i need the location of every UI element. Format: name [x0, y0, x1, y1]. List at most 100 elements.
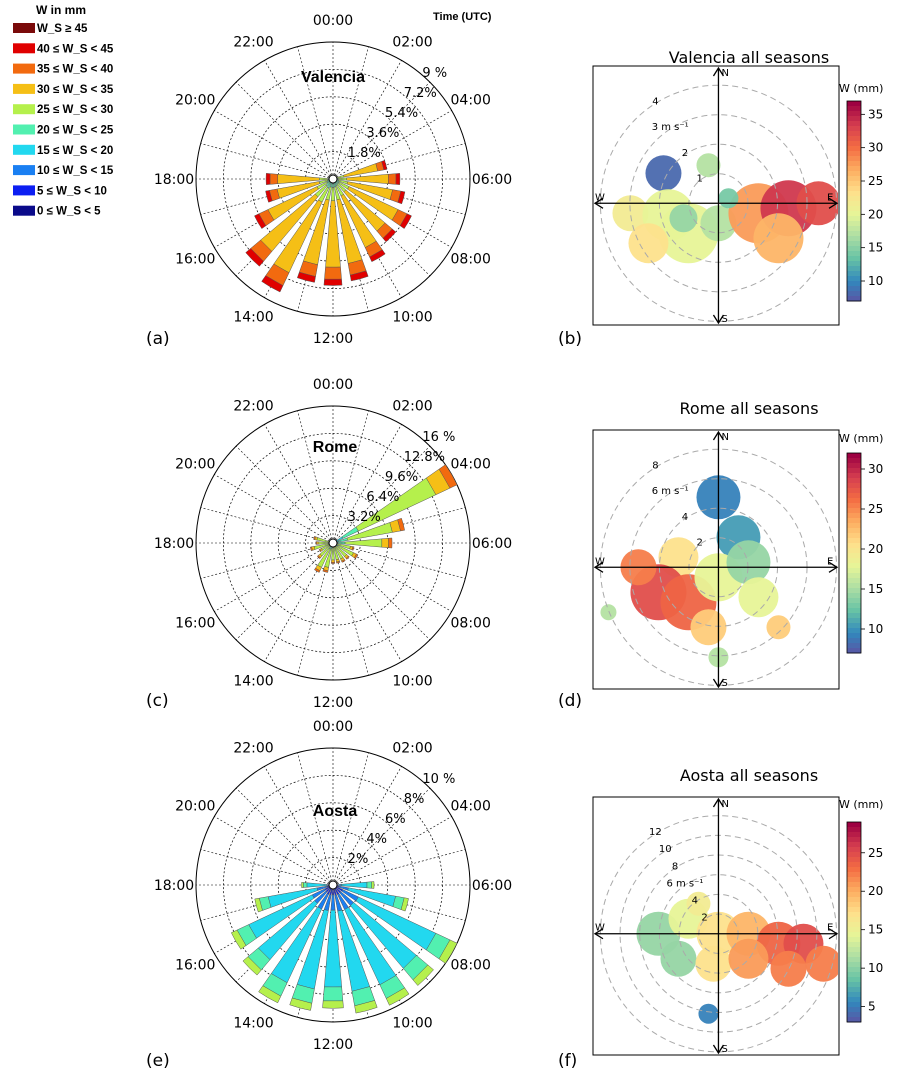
compass-west: W [595, 192, 605, 203]
legend-title: W in mm [36, 3, 86, 17]
colorbar-tick-label: 5 [868, 1000, 876, 1014]
colorbar-step [847, 1012, 861, 1018]
heatmap-cell [628, 223, 669, 264]
hour-label: 16:00 [175, 616, 215, 632]
colorbar-step [847, 608, 861, 614]
colorbar-step [847, 872, 861, 878]
rose-bar-segment [336, 560, 341, 564]
heatmap-cell [645, 155, 682, 192]
rose-bar-segment [346, 174, 389, 184]
center-marker [328, 174, 338, 184]
polar-heatmap: Valencia all seasons 1 2 3 m s⁻¹ 4 N E S W 10 15 20… [558, 48, 883, 349]
axis-arrow [712, 430, 725, 441]
heatmap-field [636, 891, 838, 1024]
colorbar-step [847, 453, 861, 459]
colorbar-step [847, 578, 861, 584]
angular-gridline [200, 542, 334, 579]
rose-title: Rome [313, 439, 358, 456]
colorbar-step [847, 972, 861, 978]
colorbar-tick-label: 10 [868, 961, 883, 975]
hour-label: 00:00 [313, 377, 353, 393]
compass-east: E [827, 923, 833, 934]
axis-arrow [828, 561, 839, 573]
colorbar-step [847, 236, 861, 242]
colorbar-step [847, 528, 861, 534]
angular-gridline [332, 542, 466, 579]
angular-gridline [332, 424, 402, 544]
angular-gridline [332, 81, 431, 180]
colorbar-step [847, 483, 861, 489]
colorbar-step [847, 613, 861, 619]
rose-bar-segment [351, 546, 355, 551]
heatmap-cell [726, 540, 771, 585]
rose-bar-segment [330, 187, 336, 202]
angular-gridline [332, 542, 431, 641]
rose-bar-segment [261, 275, 284, 293]
colorbar-step [847, 967, 861, 973]
legend-label: 20 ≤ W_S < 25 [37, 125, 114, 137]
heatmap-field [612, 153, 838, 264]
angular-gridline [214, 474, 334, 544]
rose-bar-segment [324, 909, 342, 988]
angular-gridline [214, 542, 334, 612]
hour-label: 02:00 [392, 740, 432, 756]
radial-tick-label: 4% [366, 832, 387, 847]
colorbar-step [847, 927, 861, 933]
legend-swatch [13, 124, 35, 135]
legend-swatch [13, 23, 35, 33]
legend-label: 15 ≤ W_S < 20 [37, 145, 113, 157]
colorbar-step [847, 498, 861, 504]
angular-gridline [235, 787, 334, 886]
compass-east: E [827, 556, 833, 567]
legend-swatch [13, 83, 35, 94]
colorbar-step [847, 628, 861, 634]
angular-gridline [264, 766, 334, 886]
colorbar-step [847, 271, 861, 277]
rose-bar-segment [388, 173, 397, 185]
rose-bar-segment [313, 535, 316, 541]
colorbar-step [847, 261, 861, 267]
rose-bar-segment [319, 177, 328, 181]
colorbar-step [847, 568, 861, 574]
heatmap-cell [696, 153, 721, 178]
hour-label: 14:00 [233, 310, 273, 326]
colorbar-label: W (mm) [839, 798, 883, 811]
rose-bar-segment [412, 964, 434, 986]
hour-label: 08:00 [451, 958, 491, 974]
colorbar-step [847, 513, 861, 519]
rose-bar-segment [258, 985, 282, 1004]
compass-east: E [827, 192, 833, 203]
colorbar-step [847, 488, 861, 494]
legend-label: W_S ≥ 45 [37, 23, 88, 35]
radial-tick-label: 6% [385, 812, 406, 827]
compass-north: N [721, 432, 728, 443]
radial-tick-label: 12.8% [404, 450, 445, 465]
axis-arrow [593, 928, 604, 940]
colorbar-step [847, 842, 861, 848]
colorbar-step [847, 473, 861, 479]
hour-label: 10:00 [392, 1016, 432, 1032]
angular-gridline [297, 542, 334, 676]
heatmap-cell [600, 604, 617, 621]
legend-label: 25 ≤ W_S < 30 [37, 104, 113, 116]
rose-bar-segment [397, 190, 406, 205]
radial-tick-label: 3.2% [348, 510, 381, 525]
colorbar-step [847, 291, 861, 297]
colorbar-step [847, 156, 861, 162]
colorbar-step [847, 648, 861, 654]
colorbar-step [847, 907, 861, 913]
hour-label: 04:00 [451, 457, 491, 473]
axis-arrow [712, 66, 725, 77]
angular-gridline [332, 849, 466, 886]
colorbar-step [847, 141, 861, 147]
time-axis-label: Time (UTC) [433, 11, 492, 23]
rose-bar-segment [277, 174, 320, 184]
angular-gridline [264, 542, 334, 662]
colorbar-step [847, 296, 861, 302]
radial-tick-label: 2% [348, 852, 369, 867]
colorbar-step [847, 897, 861, 903]
colorbar-tick-label: 25 [868, 502, 883, 516]
colorbar-step [847, 171, 861, 177]
colorbar-step [847, 937, 861, 943]
colorbar-step [847, 286, 861, 292]
